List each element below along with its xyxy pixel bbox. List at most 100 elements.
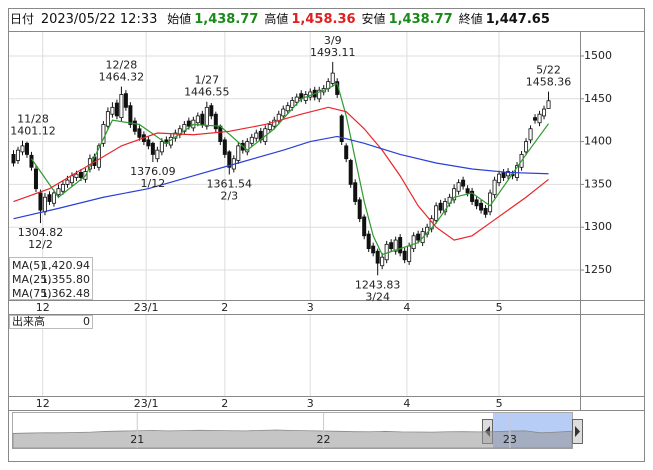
x-tick-label: 4 — [403, 397, 410, 410]
x-tick-label: 3 — [307, 301, 314, 314]
annotation-price: 1401.12 — [10, 125, 56, 138]
candle-body — [407, 245, 412, 262]
candle-body — [452, 188, 457, 201]
candle-body — [159, 141, 164, 153]
annotation-date: 12/2 — [28, 238, 53, 251]
candle-body — [272, 119, 277, 127]
annotation-price: 1493.11 — [310, 46, 356, 59]
candle-body — [114, 102, 119, 117]
candle-body — [411, 235, 416, 250]
legend-name: MA(5) — [12, 259, 45, 272]
y-tick-label: 1450 — [584, 92, 612, 105]
candle-body — [285, 105, 290, 112]
candle-body — [389, 242, 394, 250]
header-datetime: 2023/05/22 12:33 — [40, 12, 158, 27]
plot-layer: 125013001350140014501500121223/123/12233… — [9, 32, 612, 449]
candle-body — [267, 124, 272, 131]
legend-name: MA(75) — [12, 287, 52, 300]
candle-body — [200, 113, 205, 125]
candle-body — [47, 194, 52, 202]
navigator-tick-label: 22 — [317, 433, 331, 446]
candle-body — [393, 239, 398, 252]
candle-body — [218, 125, 223, 142]
x-tick-label: 2 — [221, 397, 228, 410]
header-field-value: 1,447.65 — [485, 12, 550, 27]
candle-body — [375, 250, 380, 264]
candle-body — [65, 179, 70, 185]
ma-line — [13, 135, 549, 220]
header-field-value: 1,438.77 — [194, 12, 259, 27]
candle-body — [344, 145, 349, 160]
candle-body — [74, 173, 79, 178]
header-field-value: 1,438.77 — [388, 12, 453, 27]
annotation-date: 2/3 — [220, 190, 238, 203]
annotation-price: 1361.54 — [207, 178, 253, 191]
legend-value: 1,362.48 — [41, 287, 90, 300]
header-field-value: 1,458.36 — [291, 12, 356, 27]
annotation-price: 1304.82 — [18, 226, 64, 239]
y-tick-label: 1250 — [584, 263, 612, 276]
candle-body — [186, 120, 191, 127]
candle-body — [146, 139, 151, 147]
candle-body — [204, 106, 209, 127]
candle-body — [105, 111, 110, 127]
candle-body — [78, 172, 83, 178]
candle-body — [366, 233, 371, 250]
candle-body — [524, 141, 529, 153]
candle-body — [362, 216, 367, 237]
candle-body — [254, 132, 259, 139]
volume-label: 出来高 — [12, 314, 45, 328]
candle-body — [357, 199, 362, 220]
volume-legend-box — [9, 315, 93, 329]
x-tick-label: 2 — [221, 301, 228, 314]
legend-name: MA(25) — [12, 273, 52, 286]
candle-body — [492, 179, 497, 196]
candle-body — [528, 128, 533, 141]
candle-body — [123, 93, 128, 108]
x-tick-label: 4 — [403, 301, 410, 314]
candle-body — [119, 94, 124, 119]
header-label: 日付 — [10, 12, 35, 26]
y-tick-label: 1500 — [584, 49, 612, 62]
candle-body — [506, 171, 511, 177]
candle-body — [132, 120, 137, 132]
candle-body — [227, 151, 232, 168]
header: 日付 2023/05/22 12:33 始値 1,438.77 高値 1,458.36… — [10, 9, 556, 29]
ma-line — [13, 106, 549, 241]
handle-arrow — [575, 426, 580, 437]
legend-value: 1,420.94 — [41, 259, 90, 272]
annotation-price: 1376.09 — [130, 165, 176, 178]
annotation-date: 1/12 — [141, 177, 166, 190]
candle-body — [384, 243, 389, 261]
candle-body — [150, 142, 155, 155]
candle-body — [213, 113, 218, 130]
annotation-price: 1458.36 — [526, 76, 572, 89]
candle-body — [128, 105, 133, 125]
candle-body — [110, 106, 115, 115]
candle-body — [461, 179, 466, 187]
candle-body — [137, 128, 142, 138]
x-tick-label: 5 — [496, 301, 503, 314]
candle-body — [51, 192, 56, 204]
candle-body — [443, 201, 448, 213]
header-field-label: 始値 — [167, 12, 192, 26]
candle-body — [20, 145, 25, 153]
x-tick-label: 5 — [496, 397, 503, 410]
annotation-date: 11/28 — [17, 113, 49, 126]
annotation-date: 5/22 — [536, 64, 561, 77]
annotation-price: 1243.83 — [355, 278, 401, 291]
candle-body — [348, 160, 353, 185]
candle-body — [470, 190, 475, 202]
candle-body — [339, 115, 344, 142]
candle-body — [60, 184, 65, 192]
candle-body — [177, 128, 182, 136]
candle-body — [281, 108, 286, 117]
header-field-label: 終値 — [458, 12, 483, 26]
x-tick-label: 3 — [307, 397, 314, 410]
candle-body — [236, 145, 241, 161]
x-tick-label: 12 — [36, 397, 50, 410]
candle-body — [501, 172, 506, 178]
candle-body — [398, 237, 403, 254]
navigator-tick-label: 23 — [503, 433, 517, 446]
